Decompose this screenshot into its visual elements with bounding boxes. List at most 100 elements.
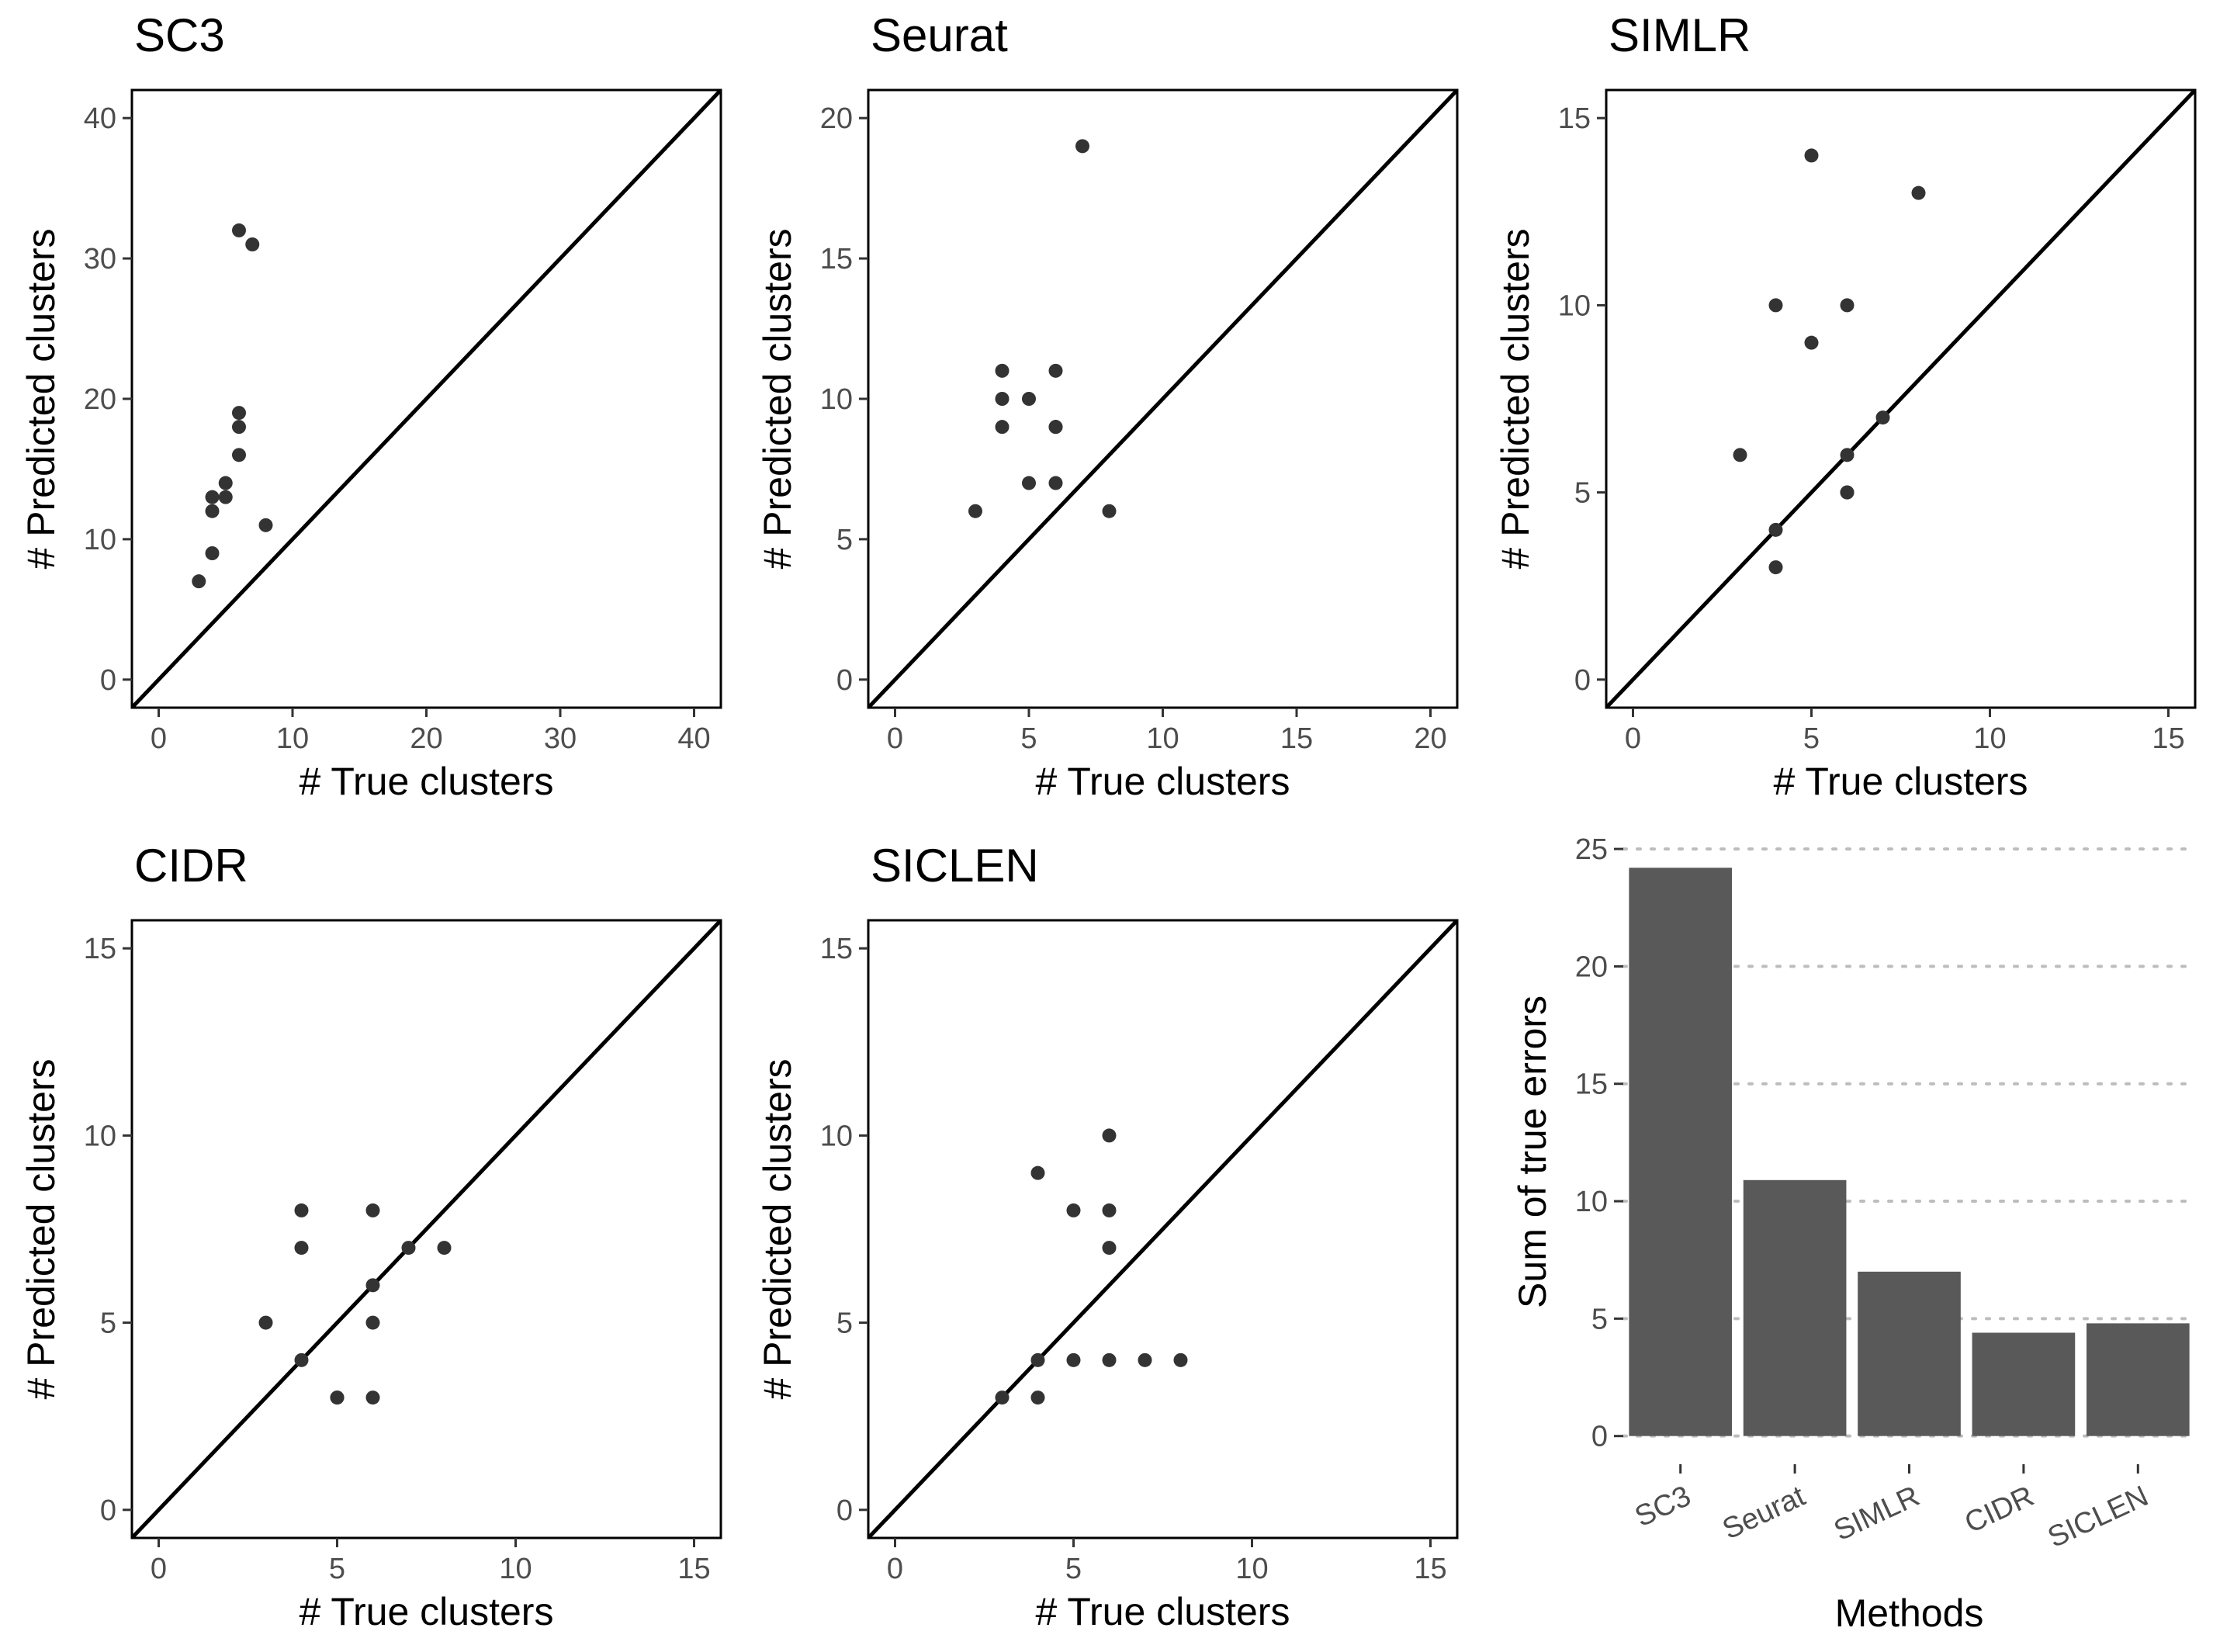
panel-title: SICLEN bbox=[871, 840, 1039, 892]
y-tick-label: 5 bbox=[1574, 477, 1591, 510]
data-point bbox=[1048, 476, 1063, 490]
x-tick-label: 15 bbox=[1414, 1553, 1446, 1585]
data-point bbox=[1875, 410, 1890, 425]
data-point bbox=[1022, 476, 1036, 490]
x-axis-title: # True clusters bbox=[1036, 1590, 1290, 1633]
x-tick-label: 15 bbox=[2152, 722, 2184, 755]
identity-line bbox=[868, 920, 1457, 1538]
data-point bbox=[232, 448, 246, 462]
category-label: SC3 bbox=[1630, 1480, 1696, 1533]
y-tick-label: 5 bbox=[100, 1307, 116, 1340]
panel-title: SIMLR bbox=[1609, 9, 1751, 61]
y-tick-label: 0 bbox=[836, 664, 853, 697]
data-point bbox=[1840, 448, 1855, 462]
y-tick-label: 15 bbox=[820, 933, 853, 965]
data-point bbox=[1048, 420, 1063, 435]
data-point bbox=[1066, 1203, 1081, 1217]
y-axis-title: Sum of true errors bbox=[1511, 996, 1554, 1308]
scatter-panel-simlr: 0 5 10 15 0 5 10 15 SIMLR # True clusters # Predic… bbox=[1494, 9, 2197, 803]
y-tick-label: 20 bbox=[820, 102, 853, 135]
data-point bbox=[218, 490, 233, 504]
data-point bbox=[245, 237, 260, 251]
data-point bbox=[205, 504, 220, 518]
data-point bbox=[294, 1241, 309, 1255]
panel-title: CIDR bbox=[134, 840, 248, 892]
x-tick-label: 15 bbox=[677, 1553, 710, 1585]
data-point bbox=[1911, 185, 1926, 200]
data-point bbox=[1804, 335, 1819, 350]
identity-line bbox=[132, 920, 721, 1538]
data-point bbox=[232, 406, 246, 421]
data-point bbox=[365, 1203, 380, 1217]
data-point bbox=[1102, 1128, 1117, 1143]
x-tick-label: 20 bbox=[410, 722, 442, 755]
y-tick-label: 10 bbox=[1558, 289, 1591, 322]
data-point bbox=[995, 392, 1010, 406]
y-tick-label: 15 bbox=[820, 243, 853, 275]
y-axis-title: # Predicted clusters bbox=[1494, 228, 1537, 569]
y-axis-title: # Predicted clusters bbox=[756, 228, 799, 569]
data-point bbox=[1840, 298, 1855, 313]
bar-cidr bbox=[1972, 1332, 2076, 1436]
plot-frame bbox=[130, 919, 722, 1539]
x-tick-label: 5 bbox=[1020, 722, 1037, 755]
data-point bbox=[232, 223, 246, 237]
data-point bbox=[258, 1315, 273, 1330]
y-tick-label: 15 bbox=[84, 933, 116, 965]
data-point bbox=[1804, 148, 1819, 163]
y-tick-label: 5 bbox=[836, 1307, 853, 1340]
y-axis-title: # Predicted clusters bbox=[19, 1058, 63, 1399]
x-tick-label: 0 bbox=[151, 722, 167, 755]
y-tick-label: 0 bbox=[100, 664, 116, 697]
data-point bbox=[294, 1203, 309, 1217]
x-tick-label: 10 bbox=[1973, 722, 2006, 755]
bar-panel-errors: 0 5 10 15 20 25 SC3 Seurat SIMLR CIDR SICLEN Method… bbox=[1511, 833, 2197, 1635]
category-label: SICLEN bbox=[2043, 1480, 2153, 1554]
data-point bbox=[1030, 1391, 1045, 1405]
y-tick-label: 10 bbox=[820, 1120, 853, 1152]
category-label: CIDR bbox=[1960, 1480, 2039, 1539]
y-tick-label: 10 bbox=[84, 1120, 116, 1152]
data-point bbox=[294, 1352, 309, 1367]
data-point bbox=[995, 420, 1010, 435]
identity-line bbox=[868, 90, 1457, 708]
y-axis-title: # Predicted clusters bbox=[19, 228, 63, 569]
data-point bbox=[1102, 504, 1117, 518]
scatter-panel-sc3: 0 10 20 30 40 0 10 20 30 40 SC3 # True clusters # Pr… bbox=[19, 9, 722, 803]
x-tick-label: 5 bbox=[1803, 722, 1820, 755]
y-tick-label: 5 bbox=[836, 524, 853, 556]
data-point bbox=[330, 1391, 345, 1405]
data-point bbox=[205, 546, 220, 560]
data-point bbox=[968, 504, 982, 518]
category-label: SIMLR bbox=[1829, 1480, 1924, 1547]
bar-simlr bbox=[1858, 1271, 1961, 1436]
x-tick-label: 20 bbox=[1414, 722, 1446, 755]
x-axis-title: # True clusters bbox=[1036, 760, 1290, 803]
scatter-panel-seurat: 0 5 10 15 20 0 5 10 15 20 Seurat # True clusters # P… bbox=[756, 9, 1459, 803]
data-point bbox=[1840, 485, 1855, 500]
x-tick-label: 10 bbox=[1235, 1553, 1268, 1585]
y-tick-label: 0 bbox=[100, 1494, 116, 1527]
data-point bbox=[1066, 1352, 1081, 1367]
x-axis-title: Methods bbox=[1835, 1591, 1984, 1635]
identity-line bbox=[132, 90, 721, 708]
x-tick-label: 0 bbox=[887, 1553, 903, 1585]
y-tick-label: 10 bbox=[84, 524, 116, 556]
data-point bbox=[1102, 1241, 1117, 1255]
plot-frame bbox=[867, 919, 1459, 1539]
data-point bbox=[1768, 298, 1783, 313]
data-point bbox=[995, 363, 1010, 378]
x-tick-label: 0 bbox=[151, 1553, 167, 1585]
y-tick-label: 0 bbox=[836, 1494, 853, 1527]
data-point bbox=[1768, 560, 1783, 575]
x-tick-label: 0 bbox=[887, 722, 903, 755]
x-tick-label: 0 bbox=[1625, 722, 1641, 755]
x-tick-label: 30 bbox=[544, 722, 577, 755]
data-point bbox=[365, 1391, 380, 1405]
x-tick-label: 10 bbox=[1146, 722, 1179, 755]
data-point bbox=[192, 574, 206, 589]
x-axis-title: # True clusters bbox=[300, 760, 554, 803]
x-tick-label: 5 bbox=[329, 1553, 345, 1585]
data-point bbox=[1102, 1203, 1117, 1217]
